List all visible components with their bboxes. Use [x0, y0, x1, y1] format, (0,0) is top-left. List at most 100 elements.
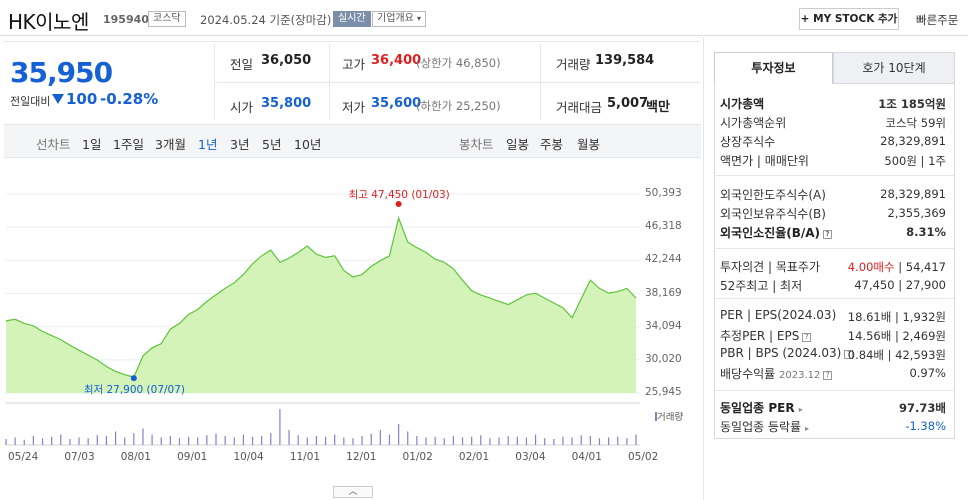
- volume-legend-swatch: [655, 412, 657, 421]
- volume-bar: [215, 433, 217, 445]
- div-value: 0.97%: [909, 366, 946, 380]
- tab-1y[interactable]: 1년: [198, 137, 218, 152]
- x-tick-label: 03/04: [515, 451, 546, 463]
- change-value: 100: [66, 90, 98, 108]
- foreign-limit-label: 외국인한도주식수(A): [720, 188, 826, 202]
- market-cap-value: 1조 185억원: [878, 97, 946, 111]
- info-box: [714, 84, 955, 439]
- x-tick-label: 12/01: [346, 451, 377, 463]
- est-per-label: 추정PER | EPS?: [720, 327, 812, 344]
- tab-monthly[interactable]: 월봉: [577, 137, 601, 152]
- volume-bar: [534, 434, 537, 445]
- foreign-rate-label: 외국인소진율(B/A)?: [720, 224, 833, 241]
- volume-bar: [206, 435, 208, 445]
- rank-label: 시가총액순위: [720, 116, 787, 130]
- volume-bar: [407, 431, 409, 445]
- company-info-label: 기업개요: [377, 13, 414, 24]
- par-value: 500원 | 1주: [884, 154, 946, 168]
- tab-3m[interactable]: 3개월: [155, 137, 186, 152]
- quick-order-button[interactable]: 빠른주문: [916, 13, 959, 27]
- shares-label: 상장주식수: [720, 135, 776, 149]
- tab-3y[interactable]: 3년: [230, 137, 250, 152]
- volume-bar: [32, 436, 34, 445]
- tab-1d[interactable]: 1일: [82, 137, 102, 152]
- tab-weekly[interactable]: 주봉: [540, 137, 564, 152]
- volume-bar: [425, 437, 427, 445]
- tab-daily[interactable]: 일봉: [506, 137, 530, 152]
- volume-bar: [23, 439, 25, 445]
- trade-value-unit: 백만: [646, 100, 670, 115]
- candle-chart-label: 봉차트: [459, 137, 494, 152]
- low-label: 저가: [342, 100, 366, 115]
- x-tick-label: 05/24: [8, 451, 39, 463]
- est-per-text: 추정PER | EPS: [720, 329, 800, 343]
- stock-name: HK이노엔: [8, 10, 89, 34]
- week52-label: 52주최고 | 최저: [720, 279, 803, 293]
- low-value: 35,600: [371, 96, 422, 111]
- x-tick-label: 09/01: [177, 451, 208, 463]
- chevron-down-icon: ▾: [417, 14, 422, 23]
- volume-bar: [315, 436, 318, 445]
- volume-bar: [242, 434, 244, 445]
- my-stock-add-button[interactable]: + MY STOCK 추가: [799, 8, 899, 30]
- volume-bar: [334, 434, 336, 445]
- volume-bar: [306, 437, 308, 445]
- volume-bar: [5, 439, 7, 445]
- stock-code: 195940: [103, 13, 149, 26]
- foreign-hold-label: 외국인보유주식수(B): [720, 207, 826, 221]
- pbr-value: 0.84배 | 42,593원: [847, 348, 946, 362]
- volume-bar: [78, 437, 80, 445]
- x-tick-label: 01/02: [402, 451, 433, 463]
- low-marker: [130, 375, 137, 382]
- market-cap-label: 시가총액: [720, 97, 765, 111]
- help-icon[interactable]: ?: [844, 350, 854, 359]
- tab-invest-info[interactable]: 투자정보: [714, 52, 833, 84]
- volume-bar: [525, 437, 528, 445]
- tab-10y[interactable]: 10년: [294, 137, 322, 152]
- chevron-right-icon: ▸: [804, 424, 809, 433]
- pbr-label: PBR | BPS (2024.03)?: [720, 346, 854, 360]
- sector-per-value: 97.73배: [899, 401, 946, 415]
- volume-bar: [580, 435, 582, 445]
- change-percent: -0.28%: [100, 90, 159, 108]
- volume-bar: [133, 433, 135, 445]
- opinion-label: 투자의견 | 목표주가: [720, 260, 820, 274]
- collapse-chart-button[interactable]: ︿: [333, 486, 373, 498]
- volume-legend-label: 거래량: [657, 412, 684, 423]
- y-tick-label: 46,318: [645, 220, 682, 233]
- div-text: 배당수익률: [720, 367, 776, 381]
- chevron-right-icon: ▸: [798, 405, 803, 414]
- header-bar: [0, 0, 968, 36]
- volume-bar: [571, 437, 573, 445]
- tab-1w[interactable]: 1주일: [113, 137, 144, 152]
- realtime-button[interactable]: 실시간: [333, 11, 371, 27]
- company-info-dropdown[interactable]: 기업개요 ▾: [372, 11, 427, 27]
- volume-bar: [352, 438, 354, 445]
- x-tick-label: 04/01: [571, 451, 602, 463]
- div-label: 배당수익률 2023.12?: [720, 365, 833, 382]
- help-icon[interactable]: ?: [823, 371, 833, 380]
- volume-bar: [416, 436, 418, 445]
- tab-5y[interactable]: 5년: [262, 137, 282, 152]
- open-label: 시가: [230, 100, 254, 115]
- volume-bar: [41, 438, 44, 445]
- high-value: 36,400: [371, 53, 422, 68]
- volume-bar: [105, 436, 108, 445]
- help-icon[interactable]: ?: [802, 333, 812, 342]
- volume-bar: [251, 436, 254, 445]
- price-chart: [5, 193, 640, 446]
- prev-close-value: 36,050: [261, 53, 312, 68]
- line-chart-label: 선차트: [36, 137, 71, 152]
- volume-bar: [60, 434, 62, 445]
- volume-bar: [96, 435, 98, 445]
- x-tick-label: 07/03: [64, 451, 95, 463]
- prev-close-label: 전일: [230, 57, 254, 72]
- divider: [714, 298, 954, 299]
- volume-bar: [379, 430, 381, 445]
- help-icon[interactable]: ?: [823, 230, 833, 239]
- foreign-hold-value: 2,355,369: [887, 206, 946, 220]
- volume-bar: [188, 436, 190, 445]
- volume-bar: [124, 437, 126, 445]
- volume-legend: 거래량: [655, 409, 683, 423]
- tab-orderbook[interactable]: 호가 10단계: [833, 52, 955, 84]
